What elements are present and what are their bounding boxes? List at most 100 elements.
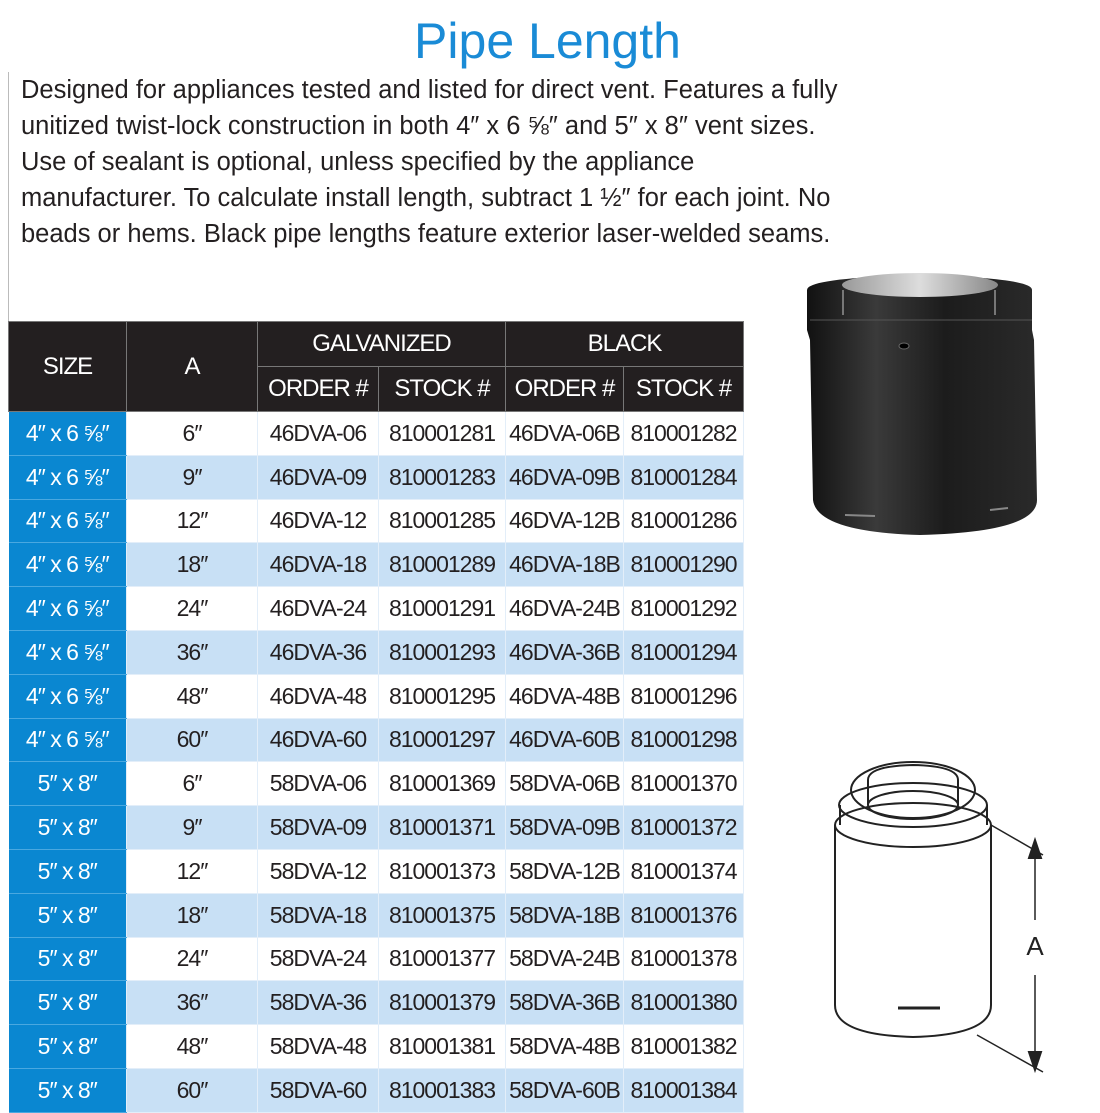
cell-galv-order: 58DVA-09 (257, 805, 379, 850)
header-a: A (126, 321, 258, 412)
cell-black-stock: 810001380 (623, 980, 745, 1026)
cell-galv-order: 58DVA-12 (257, 849, 379, 894)
cell-black-order: 46DVA-24B (505, 586, 625, 631)
cell-a: 24″ (126, 586, 258, 631)
cell-a: 36″ (126, 630, 258, 675)
cell-size: 4″ x 6 ⅝″ (8, 411, 127, 456)
cell-black-order: 58DVA-09B (505, 805, 625, 850)
table-row: 4″ x 6 ⅝″ 18″ 46DVA-18 810001289 46DVA-18B 81… (8, 542, 745, 588)
table-row: 5″ x 8″ 36″ 58DVA-36 810001379 58DVA-36B 8100… (8, 980, 745, 1026)
cell-size: 5″ x 8″ (8, 805, 127, 850)
cell-black-order: 46DVA-06B (505, 411, 625, 456)
cell-size: 4″ x 6 ⅝″ (8, 586, 127, 631)
cell-galv-order: 46DVA-12 (257, 499, 379, 544)
cell-black-order: 58DVA-60B (505, 1068, 625, 1113)
cell-a: 6″ (126, 761, 258, 807)
cell-a: 36″ (126, 980, 258, 1026)
cell-galv-stock: 810001383 (378, 1068, 507, 1113)
cell-size: 5″ x 8″ (8, 1024, 127, 1069)
cell-black-order: 58DVA-18B (505, 893, 625, 938)
table-row: 4″ x 6 ⅝″ 24″ 46DVA-24 810001291 46DVA-24B 81… (8, 586, 745, 631)
cell-galv-order: 46DVA-48 (257, 674, 379, 719)
table-row: 5″ x 8″ 9″ 58DVA-09 810001371 58DVA-09B 81000… (8, 805, 745, 850)
header-galv-order: ORDER # (257, 366, 379, 412)
cell-galv-stock: 810001377 (378, 937, 507, 982)
cell-size: 5″ x 8″ (8, 1068, 127, 1113)
cell-a: 9″ (126, 805, 258, 850)
table-row: 4″ x 6 ⅝″ 36″ 46DVA-36 810001293 46DVA-36B 81… (8, 630, 745, 675)
cell-size: 5″ x 8″ (8, 980, 127, 1026)
cell-black-order: 58DVA-12B (505, 849, 625, 894)
cell-a: 12″ (126, 499, 258, 544)
cell-galv-stock: 810001381 (378, 1024, 507, 1069)
cell-galv-stock: 810001375 (378, 893, 507, 938)
table-row: 5″ x 8″ 18″ 58DVA-18 810001375 58DVA-18B 8100… (8, 893, 745, 938)
cell-galv-stock: 810001373 (378, 849, 507, 894)
cell-galv-stock: 810001297 (378, 718, 507, 763)
cell-galv-order: 46DVA-60 (257, 718, 379, 763)
cell-galv-order: 46DVA-06 (257, 411, 379, 456)
cell-size: 4″ x 6 ⅝″ (8, 674, 127, 719)
cell-galv-stock: 810001283 (378, 455, 507, 500)
header-size: SIZE (8, 321, 127, 412)
cell-size: 5″ x 8″ (8, 761, 127, 807)
cell-galv-order: 58DVA-06 (257, 761, 379, 807)
cell-size: 5″ x 8″ (8, 937, 127, 982)
table-row: 4″ x 6 ⅝″ 12″ 46DVA-12 810001285 46DVA-12B 81… (8, 499, 745, 544)
cell-black-stock: 810001290 (623, 542, 745, 588)
cell-black-stock: 810001296 (623, 674, 745, 719)
cell-black-stock: 810001384 (623, 1068, 745, 1113)
table-row: 4″ x 6 ⅝″ 60″ 46DVA-60 810001297 46DVA-60B 81… (8, 718, 745, 763)
cell-galv-stock: 810001371 (378, 805, 507, 850)
cell-size: 4″ x 6 ⅝″ (8, 718, 127, 763)
header-black-order: ORDER # (505, 366, 625, 412)
cell-galv-order: 46DVA-36 (257, 630, 379, 675)
cell-black-stock: 810001286 (623, 499, 745, 544)
cell-black-stock: 810001298 (623, 718, 745, 763)
cell-size: 4″ x 6 ⅝″ (8, 630, 127, 675)
cell-galv-stock: 810001379 (378, 980, 507, 1026)
cell-a: 18″ (126, 893, 258, 938)
cell-a: 48″ (126, 1024, 258, 1069)
cell-galv-order: 58DVA-48 (257, 1024, 379, 1069)
cell-black-order: 58DVA-24B (505, 937, 625, 982)
header-galv-stock: STOCK # (377, 366, 507, 412)
cell-galv-order: 46DVA-09 (257, 455, 379, 500)
cell-galv-stock: 810001295 (378, 674, 507, 719)
cell-size: 5″ x 8″ (8, 893, 127, 938)
cell-black-stock: 810001370 (623, 761, 745, 807)
cell-black-order: 46DVA-48B (505, 674, 625, 719)
table-row: 4″ x 6 ⅝″ 6″ 46DVA-06 810001281 46DVA-06B 810… (8, 411, 745, 456)
cell-galv-order: 58DVA-18 (257, 893, 379, 938)
table-row: 5″ x 8″ 60″ 58DVA-60 810001383 58DVA-60B 8100… (8, 1068, 745, 1113)
cell-black-order: 46DVA-18B (505, 542, 625, 588)
cell-galv-order: 46DVA-18 (257, 542, 379, 588)
cell-black-stock: 810001292 (623, 586, 745, 631)
cell-black-stock: 810001294 (623, 630, 745, 675)
cell-galv-stock: 810001289 (378, 542, 507, 588)
table-row: 4″ x 6 ⅝″ 48″ 46DVA-48 810001295 46DVA-48B 81… (8, 674, 745, 719)
pipe-length-table: SIZE A GALVANIZED BLACK ORDER # STOCK # … (8, 321, 745, 1113)
cell-a: 6″ (126, 411, 258, 456)
cell-black-order: 46DVA-60B (505, 718, 625, 763)
cell-galv-stock: 810001285 (378, 499, 507, 544)
cell-size: 5″ x 8″ (8, 849, 127, 894)
header-black: BLACK (505, 321, 745, 367)
cell-black-order: 58DVA-48B (505, 1024, 625, 1069)
cell-black-order: 58DVA-36B (505, 980, 625, 1026)
table-row: 5″ x 8″ 12″ 58DVA-12 810001373 58DVA-12B 8100… (8, 849, 745, 894)
cell-galv-stock: 810001369 (378, 761, 507, 807)
cell-a: 48″ (126, 674, 258, 719)
cell-black-stock: 810001378 (623, 937, 745, 982)
cell-black-order: 46DVA-09B (505, 455, 625, 500)
cell-size: 4″ x 6 ⅝″ (8, 455, 127, 500)
pipe-dimension-diagram (834, 761, 1044, 1074)
cell-black-stock: 810001376 (623, 893, 745, 938)
cell-galv-order: 58DVA-24 (257, 937, 379, 982)
table-row: 5″ x 8″ 24″ 58DVA-24 810001377 58DVA-24B 8100… (8, 937, 745, 982)
cell-galv-stock: 810001281 (378, 411, 507, 456)
table-row: 5″ x 8″ 6″ 58DVA-06 810001369 58DVA-06B 81000… (8, 761, 745, 807)
cell-a: 9″ (126, 455, 258, 500)
page-title: Pipe Length (414, 13, 681, 69)
table-row: 5″ x 8″ 48″ 58DVA-48 810001381 58DVA-48B 8100… (8, 1024, 745, 1069)
